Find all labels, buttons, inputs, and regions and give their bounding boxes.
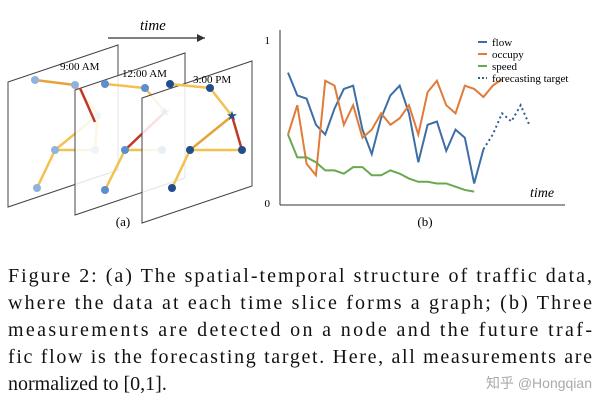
x-axis-label: time [530,186,554,201]
line-series [482,102,531,150]
caption-line: normalized to [0,1]. [8,373,167,395]
legend-label: speed [492,61,518,73]
line-series [287,134,475,193]
caption-line: where the data at each time slice forms … [8,292,592,314]
time-slice-frame [141,60,253,224]
caption-line: Figure 2: (a) The spatial-temporal struc… [8,265,592,287]
caption: Figure 2: (a) The spatial-temporal struc… [8,265,592,395]
y-tick-label: 1 [265,35,271,47]
watermark: 知乎 @Hongqian [486,375,592,391]
caption-line: measurements are detected on a node and … [8,319,592,341]
slice-label: 3:00 PM [193,74,231,86]
diagram-a: time 9:00 AM ★ 12:00 AM ★ 3:00 PM [7,18,253,229]
svg-text:★: ★ [226,108,238,123]
legend-label: occupy [492,49,524,61]
subfigure-label: (b) [417,214,432,229]
slice-label: 12:00 AM [122,68,167,80]
arrow-head [197,34,205,42]
legend-label: flow [492,37,512,49]
subfigure-label: (a) [116,214,130,229]
line-series [287,78,503,178]
slice-label: 9:00 AM [60,61,100,73]
legend-label: forecasting target [492,73,568,85]
time-label: time [140,18,166,34]
caption-line: fic flow is the forecasting target. Here… [8,346,592,368]
y-tick-label: 0 [265,198,271,210]
